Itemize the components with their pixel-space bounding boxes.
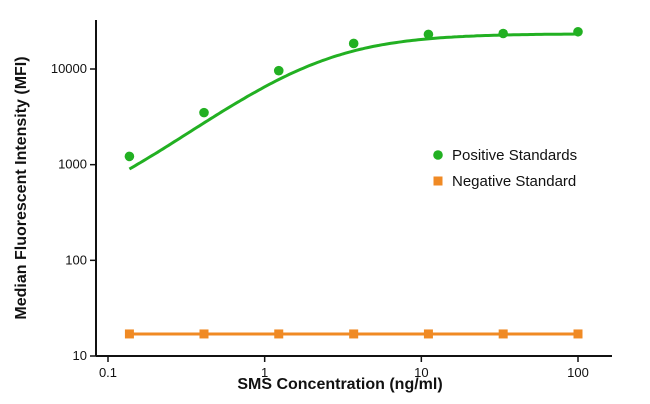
axes xyxy=(95,20,612,357)
data-point xyxy=(423,329,433,339)
ticks: 0.1 1 10 100 10 100 1000 10000 xyxy=(51,61,589,380)
y-tick-label: 100 xyxy=(65,252,87,267)
data-point xyxy=(273,65,284,76)
data-point xyxy=(573,329,583,339)
data-point xyxy=(124,329,134,339)
data-point xyxy=(573,26,583,37)
legend-item: Negative Standard xyxy=(433,173,576,190)
legend-marker xyxy=(433,176,443,186)
legend-marker xyxy=(433,150,443,160)
data-point xyxy=(124,151,135,162)
y-tick-label: 1000 xyxy=(58,157,87,172)
data-point xyxy=(423,29,434,40)
x-tick-label: 1 xyxy=(261,365,268,380)
y-tick-label: 10000 xyxy=(51,61,87,76)
data-point xyxy=(199,107,209,118)
series-0 xyxy=(124,26,583,171)
legend: Positive Standards Negative Standard xyxy=(433,147,577,190)
x-tick-label: 0.1 xyxy=(99,365,117,380)
y-axis-title: Median Fluorescent Intensity (MFI) xyxy=(13,56,30,319)
x-tick-label: 10 xyxy=(414,365,428,380)
series-1 xyxy=(124,329,583,339)
data-point xyxy=(348,38,359,49)
data-point xyxy=(349,329,359,339)
series xyxy=(124,26,583,339)
data-point xyxy=(274,329,284,339)
data-point xyxy=(199,329,209,339)
x-axis-title: SMS Concentration (ng/ml) xyxy=(237,376,442,393)
legend-item: Positive Standards xyxy=(433,147,577,164)
x-tick-label: 100 xyxy=(567,365,589,380)
legend-label: Positive Standards xyxy=(452,147,577,164)
y-tick-label: 10 xyxy=(73,348,87,363)
legend-label: Negative Standard xyxy=(452,173,576,190)
data-point xyxy=(498,329,508,339)
data-point xyxy=(498,28,508,39)
